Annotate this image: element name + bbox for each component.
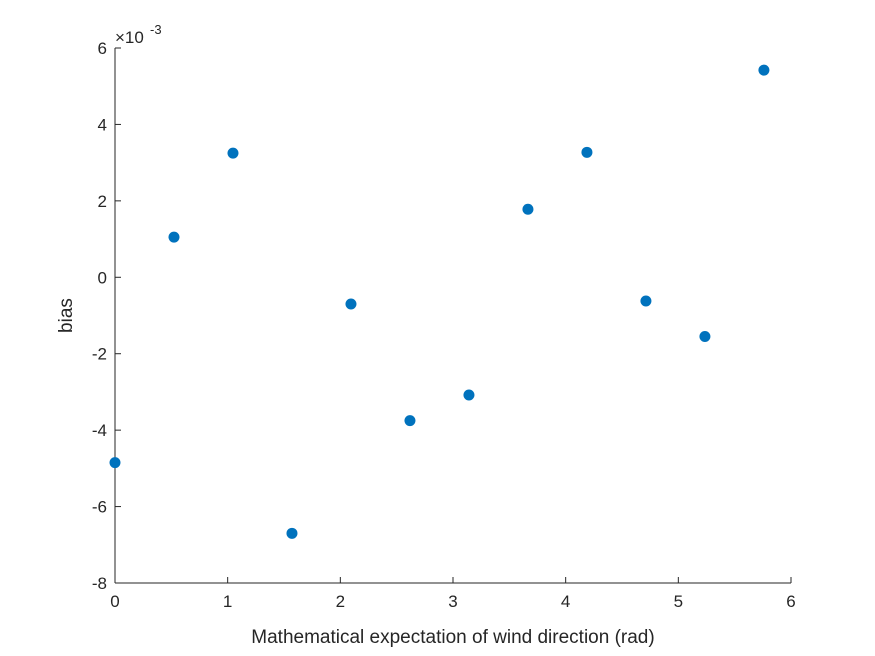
y-tick-label: -2 bbox=[92, 345, 107, 364]
y-exponent-base: ×10 bbox=[115, 28, 144, 47]
y-tick-label: 2 bbox=[98, 192, 107, 211]
x-tick-label: 5 bbox=[674, 592, 683, 611]
y-tick-label: 4 bbox=[98, 115, 107, 134]
data-point bbox=[286, 527, 298, 539]
data-point bbox=[345, 298, 357, 310]
data-point bbox=[699, 331, 711, 343]
y-tick-label: -8 bbox=[92, 574, 107, 593]
data-point bbox=[404, 415, 416, 427]
data-point bbox=[758, 64, 770, 76]
data-point bbox=[522, 203, 534, 215]
x-tick-label: 4 bbox=[561, 592, 570, 611]
data-point bbox=[463, 389, 475, 401]
x-tick-label: 6 bbox=[786, 592, 795, 611]
x-tick-label: 1 bbox=[223, 592, 232, 611]
y-tick-label: 6 bbox=[98, 39, 107, 58]
data-point bbox=[168, 231, 180, 243]
x-axis-title: Mathematical expectation of wind directi… bbox=[251, 627, 654, 648]
y-tick-label: 0 bbox=[98, 268, 107, 287]
data-point bbox=[227, 147, 239, 159]
y-tick-label: -4 bbox=[92, 421, 107, 440]
data-point bbox=[581, 146, 593, 158]
data-point bbox=[109, 457, 121, 469]
x-tick-label: 0 bbox=[110, 592, 119, 611]
y-tick-label: -6 bbox=[92, 498, 107, 517]
y-ticks: -8 -6 -4 -2 0 2 4 6 bbox=[92, 39, 121, 593]
x-tick-label: 3 bbox=[448, 592, 457, 611]
axes bbox=[114, 48, 791, 584]
x-tick-label: 2 bbox=[336, 592, 345, 611]
x-ticks: 0 1 2 3 4 5 6 bbox=[110, 577, 796, 611]
data-point bbox=[640, 295, 652, 307]
y-exponent-power: -3 bbox=[150, 22, 162, 37]
data-points bbox=[109, 64, 770, 539]
y-axis-title: bias bbox=[56, 298, 77, 333]
